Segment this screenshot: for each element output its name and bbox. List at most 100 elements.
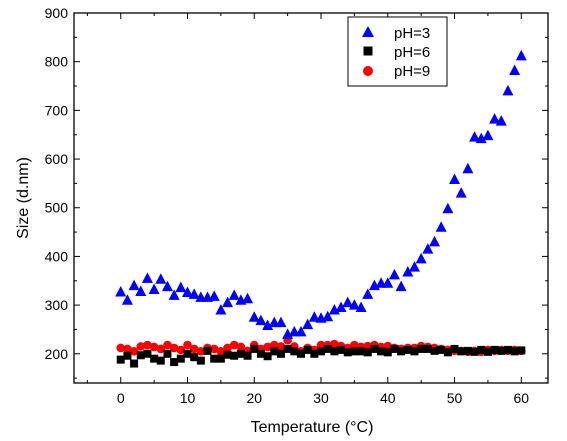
data-point-ph6: [377, 347, 386, 356]
data-point-ph3: [469, 131, 481, 142]
data-point-ph6: [410, 347, 419, 356]
data-point-ph6: [350, 347, 359, 356]
y-tick-label: 700: [45, 102, 69, 118]
data-point-ph6: [383, 348, 392, 357]
data-point-ph6: [116, 355, 125, 364]
data-point-ph6: [477, 345, 486, 354]
data-point-ph3: [502, 84, 514, 96]
data-point-ph3: [181, 286, 193, 297]
data-point-ph3: [148, 283, 160, 295]
data-point-ph3: [155, 273, 167, 284]
data-point-ph6: [263, 352, 272, 361]
data-point-ph6: [296, 349, 305, 358]
tick-labels: 0 10 20 30 40 50 60 200 300 400 500 600 700 800 900: [45, 5, 530, 406]
data-point-ph6: [143, 349, 152, 358]
plot-frame: [73, 12, 549, 384]
data-point-ph3: [255, 314, 267, 326]
data-point-ph3: [475, 132, 487, 144]
data-point-ph9: [149, 342, 159, 352]
legend-label-ph9: pH=9: [394, 63, 430, 80]
data-point-ph3: [429, 235, 441, 247]
data-point-ph9: [229, 340, 239, 350]
data-point-ph9: [116, 343, 126, 353]
data-point-ph9: [143, 340, 152, 350]
data-point-ph3: [115, 285, 127, 297]
data-point-ph3: [495, 115, 507, 126]
data-point-ph9: [350, 340, 359, 350]
legend: pH=3 pH=6 pH=9: [347, 16, 448, 87]
x-tick-label: 40: [380, 390, 396, 406]
data-point-ph3: [342, 296, 354, 308]
y-tick-label: 500: [45, 200, 69, 216]
data-point-ph9: [169, 343, 179, 353]
data-point-ph6: [283, 344, 292, 353]
data-point-ph9: [276, 342, 286, 351]
data-point-ph3: [128, 279, 140, 291]
data-point-ph6: [517, 346, 526, 355]
legend-marker-ph6: [363, 46, 373, 56]
data-point-ph6: [403, 345, 412, 354]
data-point-ph3: [402, 266, 414, 277]
data-point-ph3: [462, 162, 474, 174]
data-point-ph3: [455, 187, 467, 198]
data-point-ph6: [330, 347, 339, 356]
data-point-ph9: [123, 344, 132, 354]
data-point-ph6: [390, 344, 399, 353]
data-point-ph9: [129, 347, 139, 356]
data-point-ph6: [203, 346, 212, 355]
data-point-ph3: [408, 261, 420, 272]
data-point-ph9: [363, 341, 373, 351]
data-point-ph6: [156, 356, 165, 365]
data-point-ph6: [450, 344, 459, 353]
data-point-ph6: [437, 345, 446, 354]
data-point-ph3: [335, 301, 347, 313]
data-point-ph3: [242, 292, 254, 304]
data-point-ph3: [215, 303, 227, 315]
data-point-ph6: [223, 350, 232, 359]
y-tick-label: 800: [45, 54, 69, 70]
data-points: [115, 49, 527, 368]
x-tick-label: 10: [180, 390, 196, 406]
data-point-ph3: [168, 289, 180, 300]
data-point-ph6: [370, 344, 379, 353]
data-point-ph6: [503, 345, 512, 354]
data-point-ph3: [161, 280, 173, 292]
data-point-ph3: [509, 64, 521, 75]
data-point-ph6: [430, 346, 439, 355]
legend-marker-ph9: [363, 66, 373, 76]
data-point-ph6: [423, 344, 432, 353]
x-tick-label: 0: [117, 390, 125, 406]
data-point-ph6: [290, 347, 299, 356]
data-point-ph9: [209, 344, 219, 354]
data-point-ph6: [216, 354, 225, 363]
data-point-ph6: [463, 346, 472, 355]
data-point-ph3: [141, 272, 153, 283]
data-point-ph3: [422, 243, 434, 254]
data-point-ph6: [176, 354, 185, 363]
data-point-ph6: [236, 349, 245, 358]
data-point-ph3: [482, 129, 494, 141]
data-point-ph3: [248, 311, 260, 322]
data-point-ph3: [308, 311, 320, 322]
data-point-ph9: [216, 347, 226, 356]
x-axis-title: Temperature (°C): [251, 419, 374, 436]
data-point-ph3: [322, 310, 334, 322]
data-point-ph6: [310, 349, 319, 358]
y-tick-label: 900: [45, 5, 69, 21]
data-point-ph9: [176, 345, 186, 355]
data-point-ph3: [302, 318, 314, 330]
y-tick-label: 400: [45, 248, 69, 264]
data-point-ph3: [395, 280, 407, 292]
data-point-ph6: [123, 351, 132, 360]
data-point-ph6: [357, 347, 366, 356]
legend-marker-ph3: [362, 26, 374, 37]
data-point-ph3: [442, 202, 454, 214]
data-point-ph3: [355, 301, 367, 313]
data-point-ph9: [236, 342, 246, 352]
legend-label-ph6: pH=6: [394, 44, 430, 61]
data-point-ph9: [196, 347, 206, 356]
y-tick-label: 300: [45, 297, 69, 313]
data-point-ph9: [223, 343, 232, 353]
data-point-ph6: [276, 349, 285, 358]
data-point-ph9: [136, 342, 146, 351]
